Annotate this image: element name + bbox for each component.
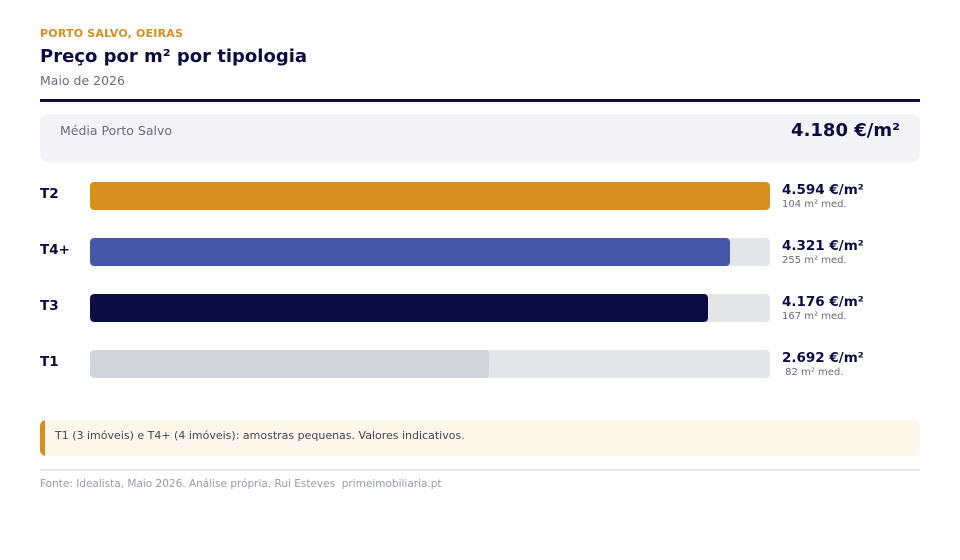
bar-track	[90, 182, 770, 210]
value-label: 4.176 €/m²	[782, 294, 864, 310]
area-label: 167 m² med.	[782, 311, 847, 322]
category-label: T3	[40, 298, 59, 314]
bar	[90, 182, 770, 210]
bar-row: T1 2.692 €/m² 82 m² med.	[0, 350, 960, 380]
location-kicker: PORTO SALVO, OEIRAS	[40, 27, 184, 40]
area-label: 104 m² med.	[782, 199, 847, 210]
header-divider	[40, 99, 920, 102]
bar-track	[90, 350, 770, 378]
footer-divider	[40, 469, 920, 471]
bar	[90, 294, 709, 322]
bar-row: T4+ 4.321 €/m² 255 m² med.	[0, 238, 960, 268]
bar-track	[90, 294, 770, 322]
value-label: 4.321 €/m²	[782, 238, 864, 254]
average-value: 4.180 €/m²	[791, 120, 900, 141]
bar-row: T2 4.594 €/m² 104 m² med.	[0, 182, 960, 212]
value-label: 4.594 €/m²	[782, 182, 864, 198]
average-label: Média Porto Salvo	[60, 123, 173, 138]
category-label: T2	[40, 186, 59, 202]
sample-note: T1 (3 imóveis) e T4+ (4 imóveis): amostr…	[40, 420, 920, 456]
category-label: T4+	[40, 242, 70, 258]
category-label: T1	[40, 354, 59, 370]
value-label: 2.692 €/m²	[782, 350, 864, 366]
average-panel: Média Porto Salvo 4.180 €/m²	[40, 114, 920, 162]
note-text: T1 (3 imóveis) e T4+ (4 imóveis): amostr…	[55, 429, 465, 442]
note-accent-bar	[40, 420, 45, 456]
source-text: Fonte: Idealista, Maio 2026. Análise pró…	[40, 478, 442, 490]
chart-subtitle: Maio de 2026	[40, 73, 125, 88]
area-label: 255 m² med.	[782, 255, 847, 266]
bar-row: T3 4.176 €/m² 167 m² med.	[0, 294, 960, 324]
bar	[90, 350, 489, 378]
bar	[90, 238, 730, 266]
bar-track	[90, 238, 770, 266]
chart-title: Preço por m² por tipologia	[40, 46, 308, 67]
area-label: 82 m² med.	[782, 367, 844, 378]
